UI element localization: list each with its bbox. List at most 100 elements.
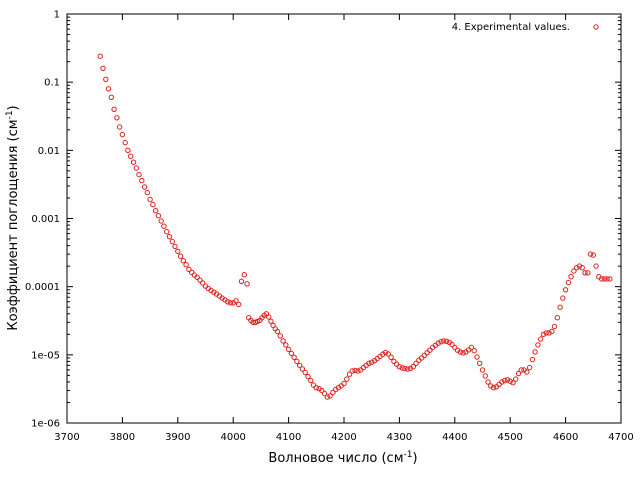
x-tick-label: 3700 [54, 432, 79, 443]
data-point [183, 262, 189, 268]
data-point [413, 360, 419, 366]
x-tick-label: 3900 [165, 432, 190, 443]
x-axis: 3700 3800 3900 4000 4100 4200 4300 4400 4500 4600… [54, 14, 634, 443]
data-point [308, 377, 314, 384]
data-point [283, 342, 289, 348]
data-point [510, 380, 516, 386]
data-point [139, 177, 145, 184]
data-point [579, 265, 585, 271]
data-point [460, 350, 466, 356]
data-point [130, 159, 137, 165]
data-point [529, 356, 536, 363]
data-point [119, 131, 126, 138]
data-point [399, 365, 405, 371]
data-point [349, 368, 355, 374]
data-point [324, 394, 331, 400]
data-point [590, 252, 596, 258]
data-point [164, 229, 170, 235]
data-point [457, 349, 463, 355]
data-point [593, 263, 599, 269]
x-axis-title: Волновое число (см-1) [268, 450, 417, 466]
data-point [114, 115, 120, 121]
data-point [111, 106, 117, 113]
data-point [513, 376, 519, 382]
data-point [393, 361, 400, 367]
data-point [202, 283, 209, 289]
data-point [380, 351, 386, 357]
data-point [482, 373, 488, 379]
legend-marker [593, 24, 599, 30]
data-point [136, 171, 142, 178]
x-tick-label: 4000 [220, 432, 245, 443]
data-point [161, 223, 167, 229]
data-point [175, 248, 181, 255]
data-point [144, 189, 151, 196]
data-point [291, 354, 297, 360]
data-point [499, 379, 505, 385]
data-point [274, 328, 281, 335]
data-point [266, 314, 272, 320]
data-point [313, 385, 319, 391]
data-point [587, 251, 594, 257]
data-point [435, 340, 441, 346]
data-point [438, 339, 444, 345]
data-point [97, 53, 103, 59]
data-point [327, 393, 333, 399]
data-point [515, 370, 522, 377]
data-point [532, 349, 538, 355]
data-point [172, 243, 178, 250]
data-point [551, 323, 558, 330]
data-point [285, 346, 292, 353]
data-point [526, 364, 533, 371]
x-tick-label: 4600 [553, 432, 578, 443]
plot-frame [66, 13, 622, 424]
data-point [574, 265, 580, 271]
data-point [319, 387, 325, 394]
data-point [449, 341, 455, 348]
data-point [369, 359, 375, 365]
data-point [388, 354, 394, 360]
data-point [471, 348, 477, 354]
y-tick-label: 0.001 [31, 214, 60, 225]
data-point [277, 333, 283, 339]
data-point [297, 362, 303, 369]
data-point [504, 377, 511, 383]
data-point [391, 358, 397, 365]
data-point [585, 270, 591, 276]
data-point [546, 330, 552, 336]
data-point [477, 360, 483, 366]
data-point [236, 301, 242, 308]
data-point [233, 298, 239, 304]
data-point [321, 390, 328, 397]
y-tick-label: 1e-05 [31, 350, 60, 361]
data-point [177, 253, 184, 259]
data-point [502, 377, 508, 384]
data-point [538, 336, 544, 342]
data-point [180, 258, 187, 264]
data-point [244, 281, 250, 287]
data-point [571, 268, 577, 274]
data-point [302, 369, 308, 376]
data-point [576, 263, 583, 269]
data-point [155, 213, 162, 219]
data-point [382, 349, 389, 356]
data-point [169, 238, 176, 245]
data-point [299, 366, 306, 372]
data-point [355, 368, 361, 374]
data-point [443, 338, 450, 344]
data-point [607, 276, 613, 282]
data-point [280, 338, 286, 344]
data-point [103, 76, 109, 83]
data-point [108, 94, 115, 101]
data-point [366, 360, 372, 366]
data-point [540, 331, 547, 337]
data-point [402, 365, 408, 372]
y-axis: 1e-06 1e-05 0.0001 0.001 0.01 0.1 1 [25, 10, 621, 430]
data-point [152, 208, 159, 214]
data-point [133, 165, 140, 171]
data-point [352, 367, 358, 374]
data-point [485, 379, 491, 385]
y-tick-label: 1 [54, 10, 60, 21]
